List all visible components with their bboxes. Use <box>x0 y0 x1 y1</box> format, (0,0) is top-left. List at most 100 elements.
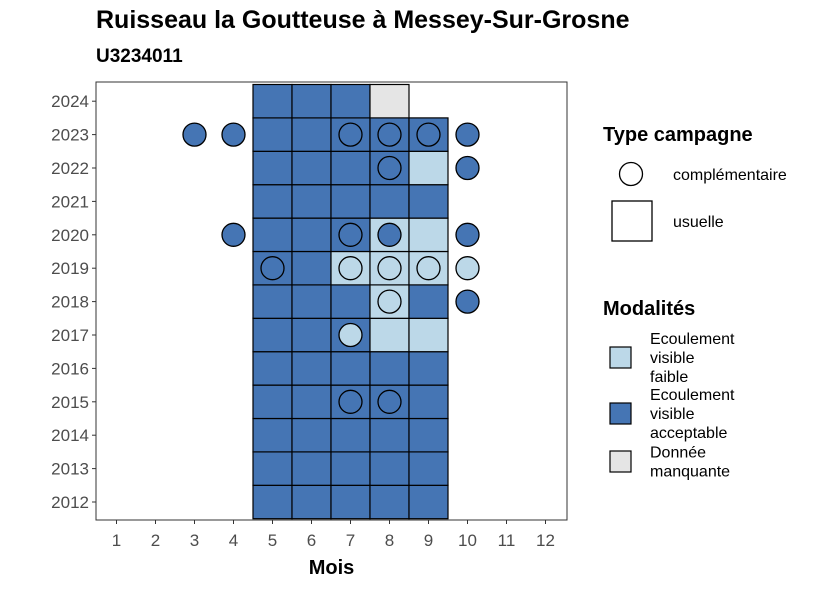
tile-2020-6 <box>291 217 332 253</box>
point-2015-7 <box>338 389 363 414</box>
legend-type-label: usuelle <box>673 214 724 231</box>
point-2017-7 <box>338 322 363 348</box>
tile-2012-9 <box>408 484 449 520</box>
tile-2021-9 <box>408 184 449 219</box>
tile-2015-6 <box>291 384 332 420</box>
tile-2018-5 <box>252 284 293 319</box>
tile-2024-7 <box>330 83 371 119</box>
point-2023-10 <box>455 122 480 147</box>
tile-2012-5 <box>252 484 293 520</box>
point-2018-10 <box>455 289 480 314</box>
tile-2012-6 <box>291 484 332 520</box>
complementaire-points <box>182 122 480 414</box>
point-2023-3 <box>182 122 207 147</box>
tile-2013-6 <box>291 451 332 486</box>
point-2019-8 <box>377 256 402 281</box>
legend-modalite-key <box>609 450 632 473</box>
point-2020-10 <box>455 222 480 247</box>
point-2015-8 <box>377 389 402 414</box>
x-tick-label: 2 <box>151 531 160 550</box>
y-tick-label: 2017 <box>51 326 89 345</box>
x-tick-label: 3 <box>190 531 199 550</box>
tile-2021-5 <box>252 184 293 219</box>
y-tick-label: 2015 <box>51 393 89 412</box>
tile-2024-6 <box>291 83 332 119</box>
y-tick-label: 2018 <box>51 293 89 312</box>
y-tick-label: 2022 <box>51 159 89 178</box>
tile-2022-9 <box>408 150 449 186</box>
legend-square-key <box>611 200 653 242</box>
y-tick-label: 2016 <box>51 359 89 378</box>
point-2023-4 <box>221 122 246 147</box>
point-2020-4 <box>221 222 246 247</box>
point-2020-8 <box>377 222 402 247</box>
usuelle-tiles <box>252 83 449 520</box>
tile-2016-9 <box>408 351 449 386</box>
plot-panel <box>95 81 568 521</box>
tile-2024-5 <box>252 83 293 119</box>
tile-2018-6 <box>291 284 332 319</box>
point-2019-5 <box>260 256 285 281</box>
tile-2024-8 <box>369 83 410 119</box>
tile-2014-6 <box>291 417 332 453</box>
y-tick-label: 2013 <box>51 460 89 479</box>
point-2019-9 <box>416 256 441 281</box>
legend-modalite-label-line: Ecoulement <box>650 331 735 348</box>
y-tick-label: 2023 <box>51 126 89 145</box>
point-2022-10 <box>455 155 480 181</box>
tile-2013-5 <box>252 451 293 486</box>
tile-2012-8 <box>369 484 410 520</box>
tile-2017-8 <box>369 317 410 353</box>
tile-2022-6 <box>291 150 332 186</box>
y-tick-label: 2021 <box>51 192 89 211</box>
tile-2015-9 <box>408 384 449 420</box>
x-tick-label: 12 <box>536 531 555 550</box>
legend-modalite-key <box>609 402 632 425</box>
tile-2023-5 <box>252 117 293 152</box>
legend-modalite-key <box>609 346 632 369</box>
legend-type-campagne: Type campagne complémentaire usuelle <box>603 124 787 242</box>
tile-2014-5 <box>252 417 293 453</box>
legend-modalite-label: Donnée manquante <box>650 445 730 481</box>
legend-type-title: Type campagne <box>603 124 753 146</box>
x-axis-label: Mois <box>309 557 355 579</box>
tile-2017-5 <box>252 317 293 353</box>
tile-2013-8 <box>369 451 410 486</box>
legend-modalite-label-line: visible <box>650 406 695 423</box>
tile-2016-5 <box>252 351 293 386</box>
tile-2021-6 <box>291 184 332 219</box>
tile-2016-6 <box>291 351 332 386</box>
legend-modalite-label-line: visible <box>650 350 695 367</box>
x-tick-label: 4 <box>229 531 238 550</box>
point-2019-7 <box>338 256 363 281</box>
point-2023-8 <box>377 122 402 147</box>
x-tick-label: 10 <box>458 531 477 550</box>
point-2020-7 <box>338 222 363 247</box>
y-tick-label: 2024 <box>51 92 89 111</box>
tile-2021-8 <box>369 184 410 219</box>
point-2022-8 <box>377 155 402 181</box>
tile-2014-9 <box>408 417 449 453</box>
tile-2022-5 <box>252 150 293 186</box>
tile-2016-7 <box>330 351 371 386</box>
tile-2018-7 <box>330 284 371 319</box>
tile-2014-8 <box>369 417 410 453</box>
legend-modalite-label-line: manquante <box>650 464 730 481</box>
tile-2017-6 <box>291 317 332 353</box>
tile-2023-6 <box>291 117 332 152</box>
x-tick-label: 7 <box>346 531 355 550</box>
point-2018-8 <box>377 289 402 314</box>
legend-modalite-label-line: acceptable <box>650 425 727 442</box>
tile-2014-7 <box>330 417 371 453</box>
tile-2013-7 <box>330 451 371 486</box>
tile-2018-9 <box>408 284 449 319</box>
y-tick-label: 2020 <box>51 226 89 245</box>
legend-type-label: complémentaire <box>673 167 787 184</box>
chart-title: Ruisseau la Goutteuse à Messey-Sur-Grosn… <box>96 6 630 34</box>
legend-modalite-label: Ecoulement visible acceptable <box>650 387 735 442</box>
tile-2012-7 <box>330 484 371 520</box>
x-axis: 1 2 3 4 5 6 7 8 9 10 11 12 <box>112 520 555 550</box>
tile-2021-7 <box>330 184 371 219</box>
